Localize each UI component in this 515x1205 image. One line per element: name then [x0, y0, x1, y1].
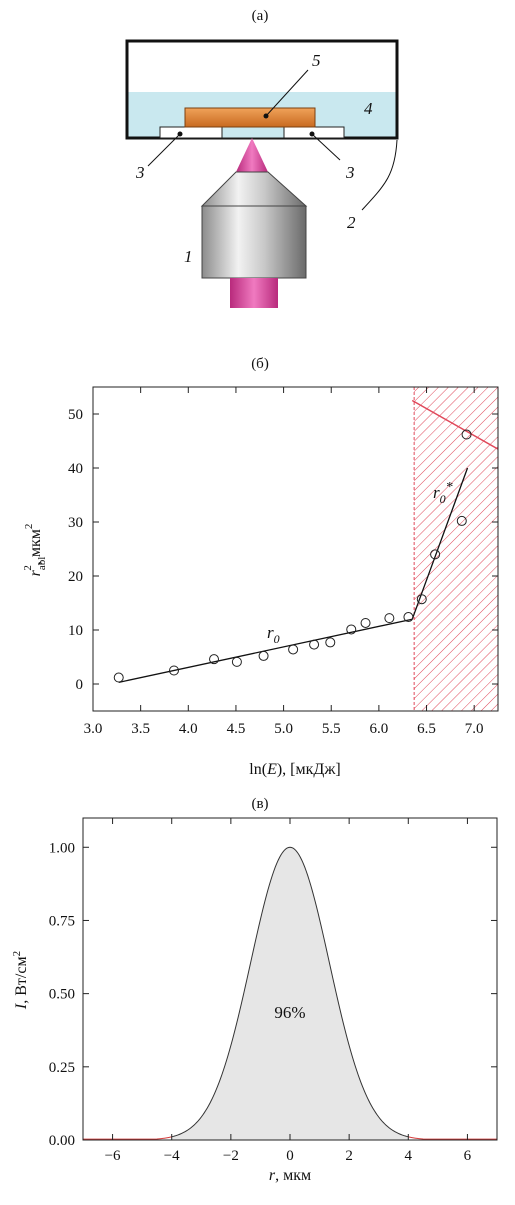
data-point — [288, 644, 299, 655]
left-tail-curve — [83, 1136, 172, 1140]
data-point — [456, 515, 467, 526]
y-tick-label: 20 — [68, 569, 83, 585]
annotation-r0: r0 — [267, 623, 280, 646]
x-tick-label: −6 — [105, 1148, 121, 1164]
x-tick-label: 0 — [286, 1148, 294, 1164]
x-tick-label: 3.5 — [131, 721, 150, 737]
plot-frame — [92, 386, 499, 712]
x-tick-label: 3.0 — [84, 721, 103, 737]
laser-cone — [236, 138, 268, 172]
data-point — [258, 650, 269, 661]
callout-spacer-left: 3 — [135, 163, 145, 182]
x-tick-label: 6.5 — [417, 721, 436, 737]
x-tick-label: 7.0 — [465, 721, 484, 737]
panel-b-label: (б) — [251, 356, 269, 372]
y-tick-label: 1.00 — [49, 840, 75, 856]
x-tick-label: 6 — [464, 1148, 472, 1164]
y-tick-label: 0.00 — [49, 1133, 75, 1149]
fit-line — [118, 618, 413, 684]
y-tick-label: 0.50 — [49, 987, 75, 1003]
right-tail-curve — [408, 1136, 497, 1140]
y-tick-label: 0.25 — [49, 1060, 75, 1076]
data-point — [461, 429, 472, 440]
x-tick-label: 4 — [405, 1148, 413, 1164]
x-tick-label: 4.0 — [179, 721, 198, 737]
data-point — [113, 672, 124, 683]
callout-liquid: 4 — [364, 99, 373, 118]
gaussian-curve — [171, 846, 409, 1138]
panel-a-label: (а) — [251, 8, 269, 24]
x-tick-label: 2 — [345, 1148, 353, 1164]
intensity-profile-chart: −6 −4 −2 0 2 4 6 0.00 0.25 0.50 0.75 1.00 96% r, мк… — [11, 817, 498, 1184]
sample — [184, 107, 316, 128]
data-point — [346, 624, 357, 635]
x-axis-label: ln(E), [мкДж] — [249, 761, 340, 778]
x-tick-label: −2 — [223, 1148, 239, 1164]
x-axis-label: r, мкм — [269, 1167, 311, 1184]
y-axis-label: I, Вт/см2 — [11, 951, 30, 1010]
data-point — [384, 613, 395, 624]
objective-body — [201, 205, 307, 279]
y-tick-label: 0 — [76, 677, 84, 693]
x-tick-label: 5.0 — [274, 721, 293, 737]
x-tick-label: −4 — [164, 1148, 180, 1164]
spacer-left — [159, 126, 223, 139]
data-point — [360, 617, 371, 628]
y-tick-label: 10 — [68, 623, 83, 639]
callout-objective: 1 — [184, 247, 193, 266]
data-point — [430, 549, 441, 560]
hatched-region — [414, 387, 498, 711]
x-tick-label: 4.5 — [227, 721, 246, 737]
spacer-middle — [221, 126, 285, 139]
panel-c-label: (в) — [251, 796, 269, 812]
ablation-scatter-chart: 3.0 3.5 4.0 4.5 5.0 5.5 6.0 6.5 7.0 0 10 20 30 40 50 r… — [22, 386, 499, 778]
callout-spacer-right: 3 — [345, 163, 355, 182]
setup-diagram: 5 4 3 3 2 1 — [125, 39, 399, 308]
data-point — [309, 639, 320, 650]
x-tick-label: 6.0 — [370, 721, 389, 737]
shaded-area — [171, 847, 409, 1140]
y-tick-label: 50 — [68, 407, 83, 423]
data-point — [325, 637, 336, 648]
data-point — [231, 656, 242, 667]
laser-beam — [230, 278, 278, 308]
shaded-percent-label: 96% — [274, 1003, 305, 1022]
data-point — [403, 612, 414, 623]
data-point — [209, 654, 220, 665]
data-point — [416, 594, 427, 605]
y-axis-label: rabl2, мкм2 — [22, 524, 48, 577]
objective-top — [200, 171, 308, 207]
callout-sample: 5 — [312, 51, 321, 70]
hatched-region-line — [411, 399, 498, 450]
data-point — [169, 665, 179, 676]
y-tick-label: 0.75 — [49, 913, 75, 929]
y-tick-label: 40 — [68, 461, 83, 477]
y-tick-label: 30 — [68, 515, 83, 531]
x-tick-label: 5.5 — [322, 721, 341, 737]
fit-line — [411, 467, 469, 620]
callout-window: 2 — [347, 213, 356, 232]
